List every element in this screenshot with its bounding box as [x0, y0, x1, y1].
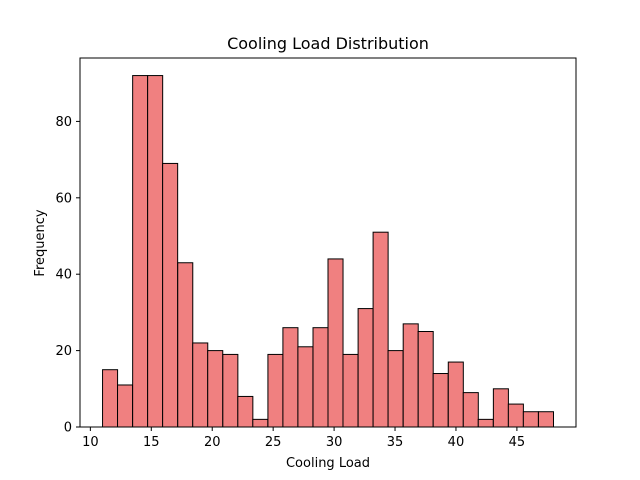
histogram-bar-12 — [267, 353, 284, 428]
y-tick-label-0: 0 — [64, 421, 72, 436]
histogram-bar-26 — [477, 418, 494, 428]
histogram-bar-5 — [162, 162, 179, 428]
x-tick-label-10: 10 — [82, 435, 99, 450]
histogram-bar-27 — [492, 388, 509, 428]
histogram-bar-8 — [207, 350, 224, 428]
x-tick-label-45: 45 — [509, 435, 526, 450]
histogram-bar-25 — [462, 392, 479, 428]
histogram-bar-2 — [117, 384, 134, 428]
x-tick-label-15: 15 — [143, 435, 160, 450]
x-tick-label-40: 40 — [448, 435, 465, 450]
histogram-bar-7 — [192, 342, 209, 428]
histogram-bar-11 — [252, 418, 269, 428]
histogram-bar-22 — [417, 331, 434, 428]
histogram-bar-29 — [522, 411, 539, 428]
bars-group — [102, 75, 554, 428]
histogram-bar-24 — [447, 361, 464, 428]
y-tick-label-20: 20 — [55, 344, 72, 359]
histogram-bar-30 — [537, 411, 554, 428]
histogram-bar-4 — [147, 75, 164, 428]
x-axis-label: Cooling Load — [286, 456, 370, 471]
y-axis-ticks: 0 20 40 60 80 — [55, 115, 80, 436]
histogram-bar-18 — [357, 308, 374, 428]
histogram-bar-13 — [282, 327, 299, 428]
plot-frame — [79, 57, 577, 428]
histogram-bar-16 — [327, 258, 344, 428]
histogram-bar-17 — [342, 353, 359, 428]
histogram-bar-21 — [402, 323, 419, 428]
histogram-bar-23 — [432, 373, 449, 428]
histogram-bar-9 — [222, 353, 239, 428]
x-tick-label-20: 20 — [204, 435, 221, 450]
chart-title: Cooling Load Distribution — [227, 34, 429, 53]
y-tick-label-40: 40 — [55, 268, 72, 283]
histogram-bar-10 — [237, 395, 254, 428]
histogram-bar-14 — [297, 346, 314, 428]
histogram-bar-19 — [372, 231, 389, 428]
histogram-bar-28 — [507, 403, 524, 428]
x-tick-label-30: 30 — [326, 435, 343, 450]
histogram-bar-15 — [312, 327, 329, 428]
histogram-bar-3 — [132, 75, 149, 428]
y-tick-label-60: 60 — [55, 191, 72, 206]
y-tick-label-80: 80 — [55, 115, 72, 130]
histogram-bar-1 — [102, 369, 119, 428]
histogram-bar-6 — [177, 262, 194, 428]
x-axis-ticks: 10 15 20 25 30 35 40 45 — [82, 427, 525, 450]
x-tick-label-35: 35 — [387, 435, 404, 450]
histogram-bar-20 — [387, 350, 404, 428]
y-axis-label: Frequency — [33, 209, 48, 276]
x-tick-label-25: 25 — [265, 435, 282, 450]
